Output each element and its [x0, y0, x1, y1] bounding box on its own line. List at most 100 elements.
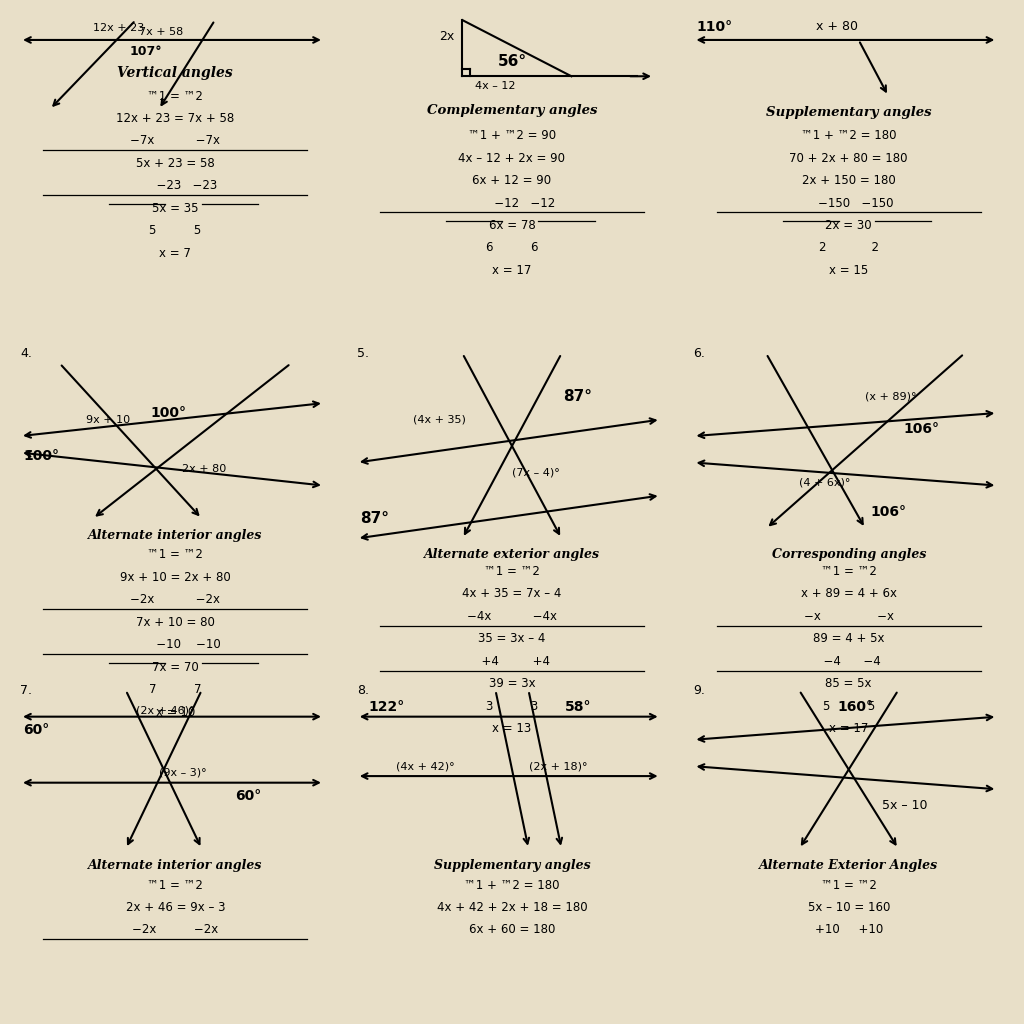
Text: +4         +4: +4 +4 — [474, 654, 550, 668]
Text: 89 = 4 + 5x: 89 = 4 + 5x — [813, 632, 885, 645]
Text: 4.: 4. — [20, 347, 32, 360]
Text: 2x + 150 = 180: 2x + 150 = 180 — [802, 174, 896, 187]
Text: 7          7: 7 7 — [150, 683, 202, 696]
Text: −23   −23: −23 −23 — [134, 179, 217, 193]
Text: 106°: 106° — [870, 505, 906, 519]
Text: 87°: 87° — [360, 511, 389, 526]
Text: 12x + 23: 12x + 23 — [93, 24, 144, 34]
Text: 6          6: 6 6 — [485, 242, 539, 254]
Text: ™1 = ™2: ™1 = ™2 — [147, 89, 203, 102]
Text: 8.: 8. — [356, 684, 369, 696]
Text: Alternate Exterior Angles: Alternate Exterior Angles — [759, 859, 938, 871]
Text: Complementary angles: Complementary angles — [427, 104, 597, 118]
Text: ™1 + ™2 = 90: ™1 + ™2 = 90 — [468, 129, 556, 142]
Text: 3          3: 3 3 — [485, 699, 539, 713]
Text: ™1 + ™2 = 180: ™1 + ™2 = 180 — [801, 129, 896, 142]
Text: 122°: 122° — [369, 699, 404, 714]
Text: 5x = 35: 5x = 35 — [152, 202, 199, 215]
Text: 6x = 78: 6x = 78 — [488, 219, 536, 232]
Text: +10     +10: +10 +10 — [814, 924, 883, 936]
Text: 160°: 160° — [838, 699, 873, 714]
Text: (4 + 6x)°: (4 + 6x)° — [799, 477, 851, 487]
Text: x = 17: x = 17 — [493, 264, 531, 276]
Text: −2x          −2x: −2x −2x — [132, 924, 218, 936]
Text: 5x + 23 = 58: 5x + 23 = 58 — [136, 157, 215, 170]
Text: 85 = 5x: 85 = 5x — [825, 677, 872, 690]
Text: x = 15: x = 15 — [829, 264, 868, 276]
Text: x + 80: x + 80 — [816, 20, 858, 33]
Text: 9x + 10 = 2x + 80: 9x + 10 = 2x + 80 — [120, 570, 230, 584]
Text: −x               −x: −x −x — [804, 610, 894, 623]
Text: 2x = 30: 2x = 30 — [825, 219, 872, 232]
Text: −2x           −2x: −2x −2x — [130, 593, 220, 606]
Text: 6x + 60 = 180: 6x + 60 = 180 — [469, 924, 555, 936]
Text: 107°: 107° — [129, 45, 162, 58]
Text: −150   −150: −150 −150 — [804, 197, 894, 210]
Text: 60°: 60° — [24, 723, 50, 737]
Text: 2x: 2x — [439, 30, 455, 43]
Text: 56°: 56° — [498, 54, 526, 69]
Text: 7.: 7. — [20, 684, 32, 696]
Text: x = 13: x = 13 — [493, 722, 531, 735]
Text: (7x – 4)°: (7x – 4)° — [512, 467, 560, 477]
Text: Alternate interior angles: Alternate interior angles — [88, 859, 262, 871]
Text: 58°: 58° — [565, 699, 591, 714]
Text: −4      −4: −4 −4 — [816, 654, 881, 668]
Text: ™1 = ™2: ™1 = ™2 — [147, 549, 203, 561]
Text: 100°: 100° — [24, 449, 59, 463]
Text: 5x – 10: 5x – 10 — [882, 800, 927, 812]
Text: 70 + 2x + 80 = 180: 70 + 2x + 80 = 180 — [790, 152, 908, 165]
Text: 35 = 3x – 4: 35 = 3x – 4 — [478, 632, 546, 645]
Text: ™1 + ™2 = 180: ™1 + ™2 = 180 — [464, 879, 560, 892]
Text: 7x + 10 = 80: 7x + 10 = 80 — [136, 615, 215, 629]
Text: ™1 = ™2: ™1 = ™2 — [821, 565, 877, 578]
Text: 2x + 80: 2x + 80 — [182, 464, 226, 474]
Text: 2            2: 2 2 — [819, 242, 879, 254]
Text: 87°: 87° — [563, 389, 593, 403]
Text: 106°: 106° — [903, 423, 939, 436]
Text: 110°: 110° — [697, 19, 733, 34]
Text: (9x – 3)°: (9x – 3)° — [159, 768, 207, 778]
Text: 5x – 10 = 160: 5x – 10 = 160 — [808, 901, 890, 914]
Text: Alternate exterior angles: Alternate exterior angles — [424, 549, 600, 561]
Text: −4x           −4x: −4x −4x — [467, 610, 557, 623]
Text: Alternate interior angles: Alternate interior angles — [88, 528, 262, 542]
Text: 2x + 46 = 9x – 3: 2x + 46 = 9x – 3 — [126, 901, 225, 914]
Text: x + 89 = 4 + 6x: x + 89 = 4 + 6x — [801, 588, 897, 600]
Text: (2x + 18)°: (2x + 18)° — [528, 761, 587, 771]
Text: x = 17: x = 17 — [829, 722, 868, 735]
Text: 9.: 9. — [693, 684, 706, 696]
Text: (2x + 46)°: (2x + 46)° — [135, 706, 195, 715]
Text: 5          5: 5 5 — [150, 224, 202, 238]
Text: 5.: 5. — [356, 347, 369, 360]
Text: Supplementary angles: Supplementary angles — [434, 859, 590, 871]
Text: (4x + 35): (4x + 35) — [413, 415, 466, 425]
Text: Vertical angles: Vertical angles — [118, 66, 233, 80]
Text: 7x = 70: 7x = 70 — [152, 660, 199, 674]
Text: 100°: 100° — [151, 406, 186, 420]
Text: −7x           −7x: −7x −7x — [130, 134, 220, 147]
Text: ™1 = ™2: ™1 = ™2 — [147, 879, 203, 892]
Text: −10    −10: −10 −10 — [130, 638, 220, 651]
Text: ™1 = ™2: ™1 = ™2 — [484, 565, 540, 578]
Text: −12   −12: −12 −12 — [468, 197, 556, 210]
Text: 4x + 42 + 2x + 18 = 180: 4x + 42 + 2x + 18 = 180 — [436, 901, 588, 914]
Text: 9x + 10: 9x + 10 — [86, 415, 130, 425]
Text: 39 = 3x: 39 = 3x — [488, 677, 536, 690]
Text: 60°: 60° — [234, 788, 261, 803]
Text: 5          5: 5 5 — [822, 699, 874, 713]
Text: 4x – 12 + 2x = 90: 4x – 12 + 2x = 90 — [459, 152, 565, 165]
Text: x = 7: x = 7 — [160, 247, 191, 260]
Text: 4x + 35 = 7x – 4: 4x + 35 = 7x – 4 — [462, 588, 562, 600]
Text: 6x + 12 = 90: 6x + 12 = 90 — [472, 174, 552, 187]
Text: Supplementary angles: Supplementary angles — [766, 106, 932, 119]
Text: 7x + 58: 7x + 58 — [139, 27, 183, 37]
Text: 12x + 23 = 7x + 58: 12x + 23 = 7x + 58 — [116, 112, 234, 125]
Text: (x + 89)°: (x + 89)° — [865, 391, 916, 401]
Text: x = 10: x = 10 — [156, 706, 195, 719]
Text: 4x – 12: 4x – 12 — [475, 81, 516, 90]
Text: 6.: 6. — [693, 347, 706, 360]
Text: ™1 = ™2: ™1 = ™2 — [821, 879, 877, 892]
Text: Corresponding angles: Corresponding angles — [771, 549, 926, 561]
Text: (4x + 42)°: (4x + 42)° — [396, 761, 455, 771]
